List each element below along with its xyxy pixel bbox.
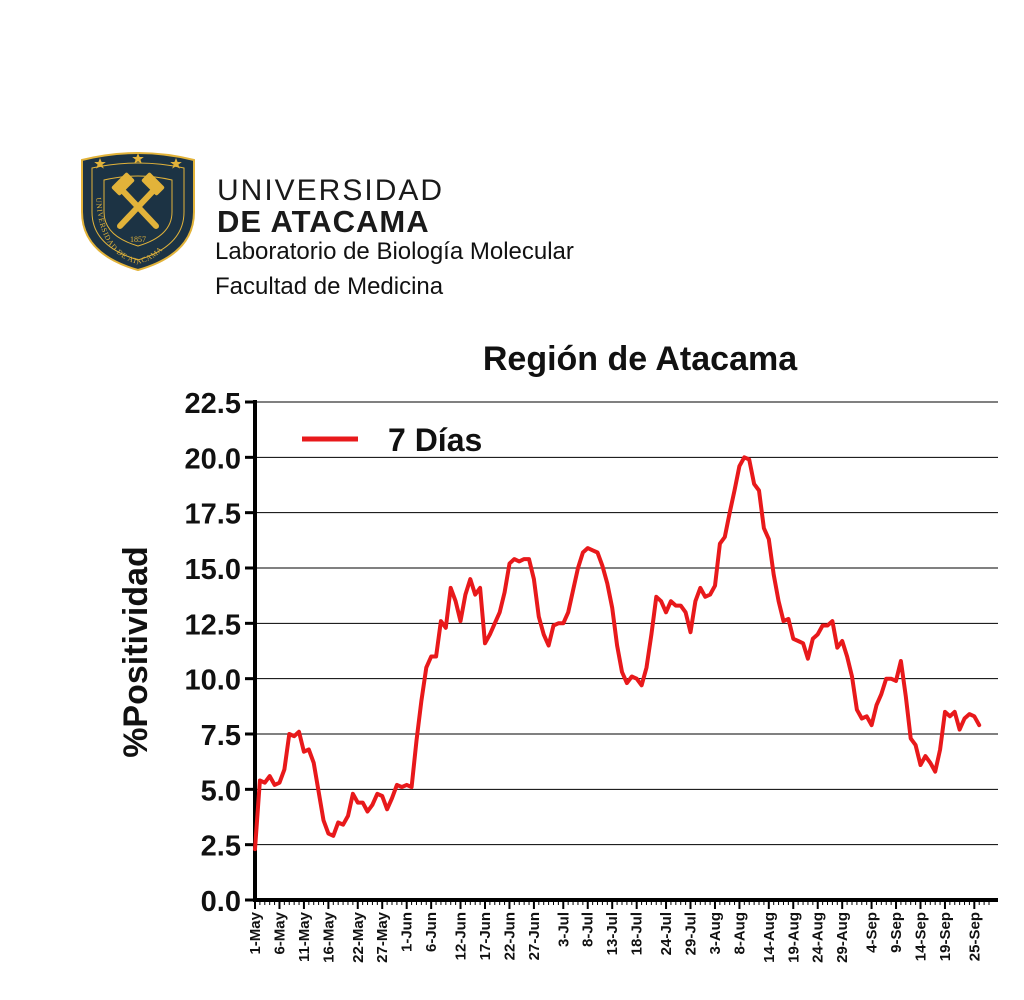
- x-tick-label: 27-Jun: [526, 912, 543, 960]
- x-tick-label: 19-Sep: [937, 912, 954, 961]
- x-tick-label: 14-Sep: [912, 912, 929, 961]
- x-tick-label: 29-Jul: [683, 912, 700, 955]
- y-tick-label: 0.0: [201, 886, 241, 918]
- x-tick-label: 6-May: [271, 911, 288, 954]
- university-name-line2: DE ATACAMA: [217, 204, 430, 239]
- x-tick-label: 12-Jun: [453, 912, 470, 960]
- x-tick-label: 9-Sep: [888, 912, 905, 953]
- x-tick-label: 13-Jul: [604, 912, 621, 955]
- x-tick-label: 6-Jun: [423, 912, 440, 952]
- legend: 7 Días: [302, 422, 482, 458]
- x-tick-label: 22-May: [350, 911, 367, 963]
- faculty-name: Facultad de Medicina: [215, 273, 444, 300]
- y-tick-label: 7.5: [201, 720, 241, 752]
- x-tick-label: 11-May: [296, 911, 313, 962]
- crossed-hammers-icon: [117, 187, 159, 229]
- x-tick-label: 3-Aug: [707, 912, 724, 955]
- university-seal-logo: 1857 UNIVERSIDAD DE ATACAMA: [81, 152, 195, 272]
- y-tick-label: 15.0: [185, 554, 241, 586]
- x-tick-label: 24-Jul: [658, 912, 675, 955]
- y-tick-label: 2.5: [201, 831, 241, 863]
- star-icons: [94, 153, 182, 169]
- x-tick-label: 27-May: [374, 911, 391, 963]
- x-tick-label: 24-Aug: [810, 912, 827, 963]
- y-tick-label: 20.0: [185, 443, 241, 475]
- y-tick-label: 22.5: [185, 388, 241, 420]
- y-axis-label: %Positividad: [117, 546, 155, 758]
- x-tick-label: 1-Jun: [399, 912, 416, 952]
- y-axis-ticks: 0.0 2.5 5.0 7.5 10.0 12.5 15.0 17.5 20.0 22.5: [185, 388, 255, 918]
- x-tick-label: 25-Sep: [966, 912, 983, 961]
- legend-label: 7 Días: [388, 422, 482, 458]
- y-tick-label: 10.0: [185, 665, 241, 697]
- x-axis-ticks: 1-May 6-May 11-May 16-May 22-May 27-May 1-Jun 6…: [247, 900, 990, 963]
- x-tick-label: 22-Jun: [501, 912, 518, 960]
- x-tick-label: 19-Aug: [785, 912, 802, 963]
- university-name-line1: UNIVERSIDAD: [217, 174, 445, 207]
- x-tick-label: 29-Aug: [834, 912, 851, 963]
- x-tick-label: 4-Sep: [864, 912, 881, 953]
- y-tick-label: 17.5: [185, 499, 241, 531]
- x-tick-label: 14-Aug: [761, 912, 778, 963]
- x-tick-label: 3-Jul: [555, 912, 572, 947]
- x-tick-label: 8-Aug: [731, 912, 748, 955]
- x-tick-label: 18-Jul: [629, 912, 646, 955]
- x-tick-label: 16-May: [320, 911, 337, 963]
- gridlines: [255, 401, 998, 846]
- series-group: [253, 455, 982, 852]
- seal-year: 1857: [130, 235, 146, 244]
- laboratory-name: Laboratorio de Biología Molecular: [215, 238, 574, 265]
- y-tick-label: 12.5: [185, 609, 241, 641]
- chart-title: Región de Atacama: [483, 340, 798, 378]
- x-tick-label: 17-Jun: [477, 912, 494, 960]
- header: 1857 UNIVERSIDAD DE ATACAMA UNIVERSIDAD …: [78, 150, 678, 310]
- x-tick-label: 8-Jul: [580, 912, 597, 947]
- y-tick-label: 5.0: [201, 775, 241, 807]
- x-tick-label: 1-May: [247, 911, 264, 954]
- series-line: [253, 455, 982, 852]
